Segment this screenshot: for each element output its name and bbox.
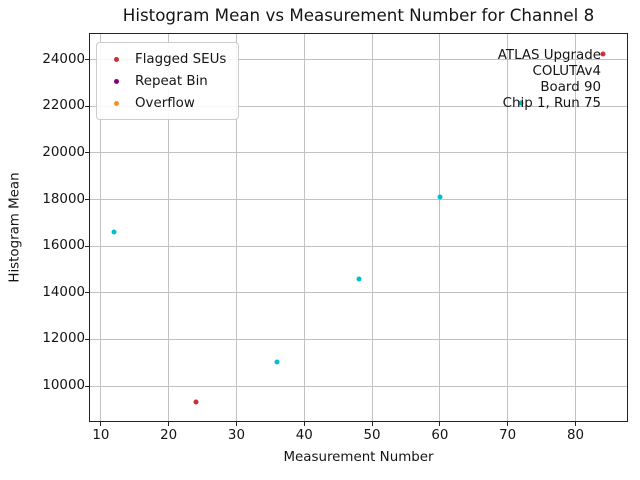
y-tick-label: 18000 xyxy=(42,191,85,207)
y-tick-label: 16000 xyxy=(42,238,85,254)
data-point xyxy=(437,194,443,200)
y-tick-mark xyxy=(85,59,89,61)
y-tick-label: 20000 xyxy=(42,144,85,160)
x-tick-mark xyxy=(235,422,237,426)
gridline-y xyxy=(90,105,627,107)
data-point xyxy=(193,399,199,405)
legend-marker xyxy=(97,78,135,84)
x-tick-label: 10 xyxy=(92,428,110,443)
legend-dot-icon xyxy=(113,56,119,62)
chart-title: Histogram Mean vs Measurement Number for… xyxy=(122,5,595,25)
data-point xyxy=(356,276,361,282)
x-tick-mark xyxy=(168,422,170,426)
legend: Flagged SEUs Repeat Bin Overflow xyxy=(96,42,240,120)
data-point xyxy=(600,51,606,57)
x-tick-label: 70 xyxy=(499,428,517,443)
legend-dot-icon xyxy=(113,100,119,106)
y-tick-mark xyxy=(85,338,89,340)
legend-item-label: Flagged SEUs xyxy=(135,51,227,67)
legend-dot-icon xyxy=(113,78,119,84)
y-tick-label: 22000 xyxy=(42,98,85,114)
x-tick-mark xyxy=(439,422,441,426)
x-tick-label: 20 xyxy=(160,428,178,443)
x-tick-mark xyxy=(371,422,373,426)
legend-marker xyxy=(97,100,135,106)
x-tick-label: 80 xyxy=(566,428,584,443)
y-axis-label: Histogram Mean xyxy=(7,172,23,283)
x-tick-mark xyxy=(507,422,509,426)
gridline-y xyxy=(90,199,627,201)
annotation-line: Chip 1, Run 75 xyxy=(502,96,601,111)
gridline-x xyxy=(100,34,102,421)
gridline-x xyxy=(507,34,509,421)
gridline-x xyxy=(371,34,373,421)
x-tick-label: 50 xyxy=(363,428,381,443)
y-tick-mark xyxy=(85,152,89,154)
y-tick-label: 10000 xyxy=(42,378,85,394)
data-point xyxy=(518,100,524,106)
legend-item-label: Repeat Bin xyxy=(135,73,208,89)
annotation-line: Board 90 xyxy=(540,80,601,95)
y-tick-label: 24000 xyxy=(42,51,85,67)
x-axis-label: Measurement Number xyxy=(283,450,434,465)
x-tick-mark xyxy=(574,422,576,426)
y-tick-mark xyxy=(85,105,89,107)
x-tick-mark xyxy=(303,422,305,426)
legend-item: Overflow xyxy=(97,92,238,114)
y-tick-label: 12000 xyxy=(42,331,85,347)
legend-item-label: Overflow xyxy=(135,95,195,111)
legend-item: Flagged SEUs xyxy=(97,48,238,70)
gridline-x xyxy=(168,34,170,421)
y-tick-mark xyxy=(85,199,89,201)
plot-area: Flagged SEUs Repeat Bin Overflow ATLAS Upg… xyxy=(89,33,628,422)
gridline-y xyxy=(90,152,627,154)
data-point xyxy=(274,359,280,365)
legend-marker xyxy=(97,56,135,62)
legend-item: Repeat Bin xyxy=(97,70,238,92)
y-tick-mark xyxy=(85,292,89,294)
x-tick-label: 40 xyxy=(295,428,313,443)
annotation: ATLAS Upgrade COLUTAv4 Board 90 Chip 1, Run… xyxy=(498,48,601,112)
gridline-y xyxy=(90,292,627,294)
x-tick-label: 30 xyxy=(227,428,245,443)
data-point xyxy=(111,229,117,235)
gridline-x xyxy=(574,34,576,421)
gridline-y xyxy=(90,245,627,247)
gridline-x xyxy=(439,34,441,421)
x-tick-mark xyxy=(100,422,102,426)
gridline-y xyxy=(90,338,627,340)
annotation-line: COLUTAv4 xyxy=(532,64,601,79)
gridline-x xyxy=(303,34,305,421)
x-tick-label: 60 xyxy=(431,428,449,443)
y-tick-mark xyxy=(85,245,89,247)
annotation-line: ATLAS Upgrade xyxy=(497,48,601,63)
gridline-y xyxy=(90,385,627,387)
gridline-x xyxy=(235,34,237,421)
y-tick-mark xyxy=(85,385,89,387)
y-tick-label: 14000 xyxy=(42,284,85,300)
gridline-y xyxy=(90,59,627,61)
